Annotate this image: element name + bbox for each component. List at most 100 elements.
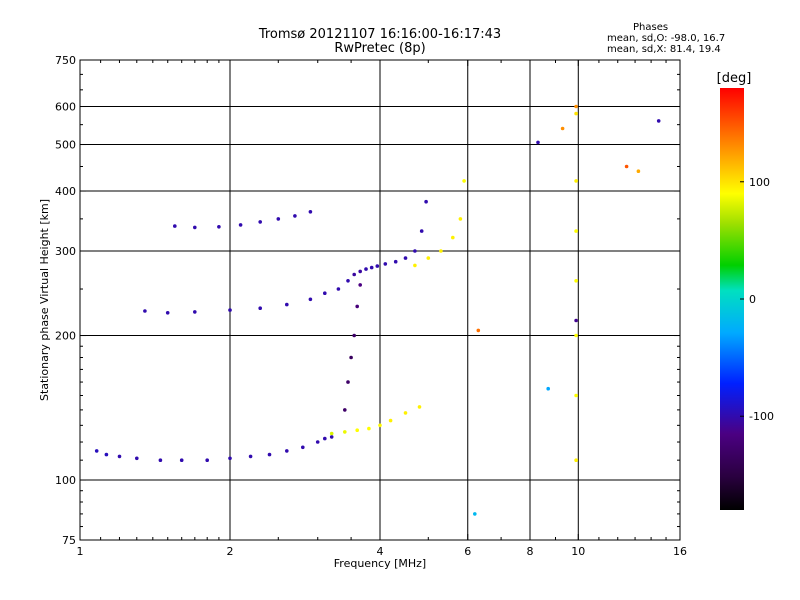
data-point <box>238 223 243 227</box>
data-points <box>94 104 661 516</box>
y-tick-label: 400 <box>55 185 76 198</box>
data-point <box>358 269 363 274</box>
y-tick-label: 600 <box>55 101 76 114</box>
data-point <box>413 249 417 253</box>
data-point <box>560 126 565 131</box>
x-axis: 1 2 4 6 8 10 16 <box>77 60 687 558</box>
data-point <box>574 279 578 283</box>
y-tick-label: 100 <box>55 474 76 487</box>
data-point <box>173 224 177 228</box>
data-point <box>165 311 170 315</box>
data-point <box>193 225 197 230</box>
x-tick-label: 4 <box>377 545 384 558</box>
phase-stats-x: mean, sd,X: 81.4, 19.4 <box>607 44 721 55</box>
data-point <box>193 310 197 314</box>
data-point <box>656 119 661 123</box>
data-point <box>388 418 393 423</box>
data-point <box>355 304 360 309</box>
data-point <box>403 411 408 415</box>
data-point <box>574 111 578 116</box>
data-point <box>574 393 578 398</box>
data-point <box>258 306 263 311</box>
data-point <box>315 440 320 444</box>
data-point <box>323 436 327 441</box>
data-point <box>346 380 350 384</box>
data-point <box>343 430 347 434</box>
colorbar-tick-label: 100 <box>749 176 770 189</box>
colorbar-tick-label: 0 <box>749 293 756 306</box>
data-point <box>574 229 578 233</box>
data-point <box>369 265 374 270</box>
data-point <box>426 256 431 260</box>
data-point <box>104 452 109 457</box>
data-point <box>536 140 540 145</box>
data-point <box>205 458 209 463</box>
phase-stats-heading: Phases <box>633 22 669 33</box>
data-point <box>476 328 481 333</box>
y-tick-label: 200 <box>55 330 76 343</box>
colorbar-tick-label: -100 <box>749 410 774 423</box>
data-point <box>158 458 163 463</box>
data-point <box>276 217 281 221</box>
data-point <box>308 210 313 214</box>
data-point <box>352 272 357 277</box>
data-point <box>323 291 327 296</box>
data-point <box>367 426 371 431</box>
x-tick-label: 2 <box>227 545 234 558</box>
data-point <box>413 263 417 268</box>
chart-title: Tromsø 20121107 16:16:00-16:17:43 <box>258 27 502 42</box>
data-point <box>329 435 334 439</box>
data-point <box>355 428 360 433</box>
y-tick-label: 75 <box>62 534 76 547</box>
x-tick-label: 6 <box>464 545 471 558</box>
data-point <box>352 333 357 338</box>
y-axis: 75 100 200 300 400 500 600 750 <box>55 54 680 547</box>
x-tick-label: 10 <box>571 545 585 558</box>
data-point <box>217 225 221 229</box>
data-point <box>179 458 184 463</box>
x-tick-label: 8 <box>527 545 534 558</box>
y-axis-label: Stationary phase Virtual Height [km] <box>38 199 51 401</box>
data-point <box>94 449 99 453</box>
data-point <box>346 279 350 283</box>
data-point <box>301 445 305 450</box>
data-point <box>143 309 147 313</box>
x-tick-label: 1 <box>77 545 84 558</box>
data-point <box>285 449 289 453</box>
data-point <box>135 456 139 461</box>
phase-stats-o: mean, sd,O: -98.0, 16.7 <box>607 33 726 44</box>
colorbar-ticks: 100 0 -100 <box>740 176 774 423</box>
data-point <box>439 249 443 253</box>
data-point <box>462 179 466 183</box>
data-point <box>636 169 641 173</box>
data-point <box>117 454 122 459</box>
data-point <box>424 199 428 204</box>
colorbar-label: [deg] <box>717 71 752 86</box>
data-point <box>349 355 353 360</box>
data-point <box>546 386 550 391</box>
y-tick-label: 500 <box>55 139 76 152</box>
data-point <box>343 408 347 412</box>
data-point <box>473 512 477 516</box>
data-point <box>419 229 424 233</box>
data-point <box>228 308 232 312</box>
data-point <box>267 452 272 457</box>
data-point <box>624 164 629 169</box>
chart-subtitle: RwPretec (8p) <box>334 41 426 56</box>
data-point <box>293 214 297 218</box>
data-point <box>383 262 388 266</box>
data-point <box>417 405 422 409</box>
data-point <box>358 283 363 287</box>
data-point <box>258 220 263 224</box>
data-point <box>574 179 578 183</box>
data-point <box>574 458 578 463</box>
x-axis-label: Frequency [MHz] <box>334 557 426 570</box>
data-point <box>393 259 398 264</box>
data-point <box>375 264 380 268</box>
data-point <box>329 431 334 436</box>
data-point <box>228 456 232 461</box>
data-point <box>364 267 368 271</box>
y-tick-label: 300 <box>55 245 76 258</box>
data-point <box>451 235 455 240</box>
